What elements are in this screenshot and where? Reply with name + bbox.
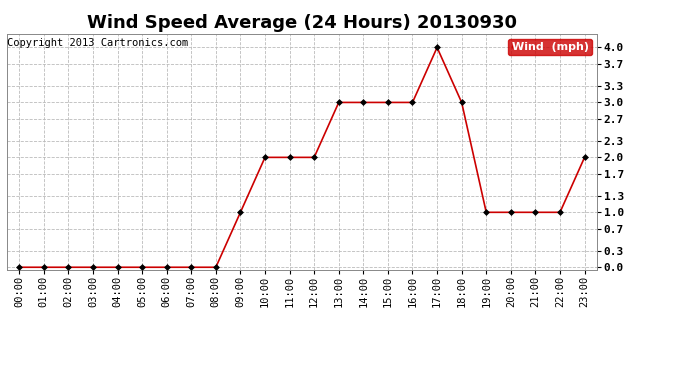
Text: Copyright 2013 Cartronics.com: Copyright 2013 Cartronics.com xyxy=(7,38,188,48)
Title: Wind Speed Average (24 Hours) 20130930: Wind Speed Average (24 Hours) 20130930 xyxy=(87,14,517,32)
Legend: Wind  (mph): Wind (mph) xyxy=(509,39,591,55)
